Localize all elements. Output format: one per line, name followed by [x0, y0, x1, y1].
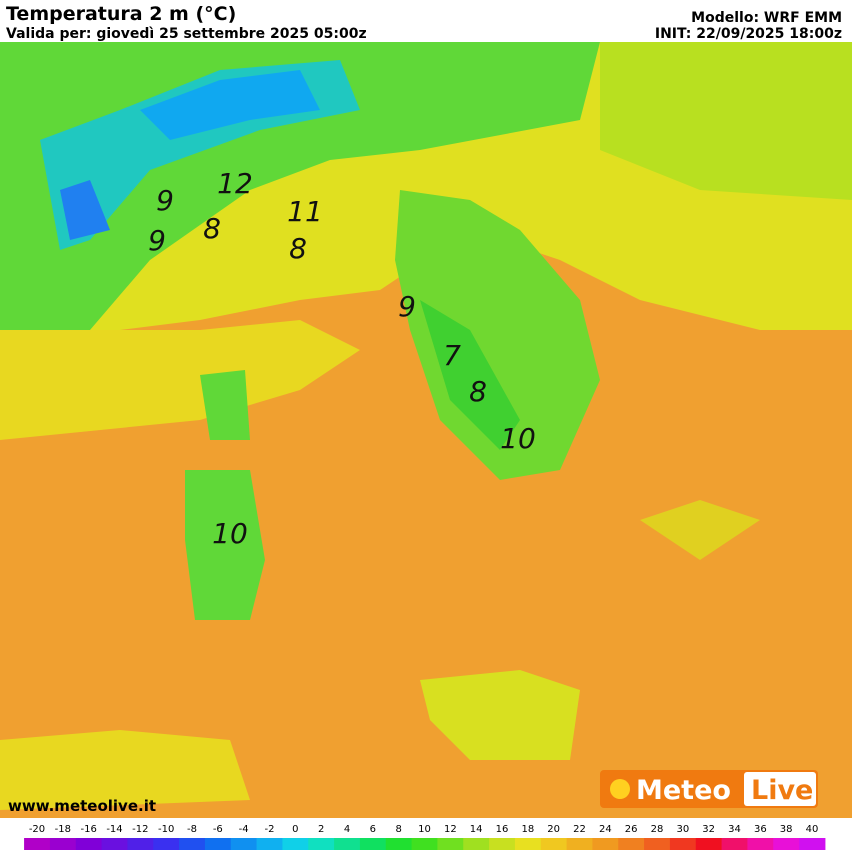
colorbar-swatch — [359, 838, 387, 850]
colorbar-tick-label: 32 — [702, 824, 715, 835]
colorbar-tick-label: 18 — [521, 824, 534, 835]
colorbar-swatch — [256, 838, 283, 850]
colorbar-tick-label: -18 — [55, 824, 71, 835]
colorbar-tick-label: -8 — [187, 824, 197, 835]
colorbar-swatch — [24, 838, 51, 850]
colorbar-swatch — [385, 838, 413, 850]
colorbar-tick-label: 20 — [547, 824, 560, 835]
colorbar-swatch — [49, 838, 77, 850]
colorbar-tick-label: -12 — [132, 824, 148, 835]
colorbar-swatch — [644, 838, 671, 850]
colorbar-tick-label: 24 — [599, 824, 612, 835]
colorbar: -20 -18 -16 -14 -12 -10 -8 -6 -4 -2 0 2 4 6 8 10 12 14 16 1… — [24, 824, 826, 850]
logo: Meteo Live — [600, 770, 818, 808]
colorbar-tick-label: -2 — [265, 824, 275, 835]
website: www.meteolive.it — [8, 797, 156, 815]
title: Temperatura 2 m (°C) — [6, 3, 236, 25]
colorbar-tick-label: 26 — [625, 824, 638, 835]
colorbar-swatch — [282, 838, 309, 850]
temperature-label: 10 — [500, 422, 536, 455]
colorbar-tick-label: 16 — [496, 824, 509, 835]
temperature-label: 12 — [217, 167, 253, 200]
colorbar-swatch — [334, 838, 361, 850]
temperature-label: 8 — [203, 212, 221, 245]
temperature-label: 8 — [289, 232, 307, 265]
colorbar-swatch — [463, 838, 490, 850]
colorbar-tick-label: -16 — [80, 824, 96, 835]
colorbar-swatch — [101, 838, 128, 850]
colorbar-tick-label: 40 — [806, 824, 819, 835]
colorbar-swatch — [411, 838, 438, 850]
colorbar-swatch — [540, 838, 568, 850]
subtitle: Valida per: giovedì 25 settembre 2025 05… — [6, 26, 367, 42]
colorbar-tick-label: 36 — [754, 824, 767, 835]
colorbar-swatch — [230, 838, 258, 850]
colorbar-tick-label: 28 — [651, 824, 664, 835]
colorbar-swatch — [592, 838, 619, 850]
temperature-label: 9 — [156, 184, 174, 217]
colorbar-swatch — [75, 838, 103, 850]
temperature-label: 7 — [443, 339, 461, 372]
temperature-label: 9 — [148, 224, 166, 257]
colorbar-tick-label: -6 — [213, 824, 223, 835]
colorbar-tick-label: 10 — [418, 824, 431, 835]
colorbar-tick-label: -14 — [106, 824, 122, 835]
colorbar-swatch — [179, 838, 206, 850]
model: Modello: WRF EMM — [691, 10, 842, 26]
colorbar-swatch — [127, 838, 154, 850]
colorbar-tick-label: 38 — [780, 824, 793, 835]
temperature-field — [0, 42, 852, 818]
colorbar-swatch — [799, 838, 826, 850]
colorbar-tick-label: 14 — [470, 824, 483, 835]
temperature-label: 9 — [398, 290, 416, 323]
colorbar-swatch — [153, 838, 180, 850]
colorbar-tick-label: 12 — [444, 824, 457, 835]
logo-left: Meteo — [636, 775, 731, 806]
colorbar-swatch — [514, 838, 542, 850]
temperature-label: 8 — [469, 375, 487, 408]
colorbar-swatch — [308, 838, 335, 850]
colorbar-swatch — [669, 838, 697, 850]
colorbar-tick-label: 30 — [676, 824, 689, 835]
temperature-label: 10 — [212, 517, 248, 550]
colorbar-tick-label: -4 — [239, 824, 249, 835]
colorbar-tick-label: 22 — [573, 824, 586, 835]
colorbar-swatch — [695, 838, 723, 850]
colorbar-tick-label: 0 — [292, 824, 298, 835]
colorbar-swatch — [618, 838, 645, 850]
colorbar-swatch — [566, 838, 593, 850]
colorbar-swatch — [747, 838, 774, 850]
init: INIT: 22/09/2025 18:00z — [655, 26, 842, 42]
colorbar-tick-label: 34 — [728, 824, 741, 835]
colorbar-tick-label: 4 — [344, 824, 350, 835]
colorbar-swatch — [721, 838, 748, 850]
colorbar-tick-label: 2 — [318, 824, 324, 835]
temperature-label: 11 — [287, 195, 323, 228]
colorbar-tick-label: 8 — [395, 824, 401, 835]
colorbar-swatch — [489, 838, 516, 850]
colorbar-swatch — [437, 838, 464, 850]
colorbar-tick-label: -10 — [158, 824, 174, 835]
colorbar-tick-label: -20 — [29, 824, 45, 835]
colorbar-tick-label: 6 — [370, 824, 376, 835]
colorbar-swatch — [204, 838, 232, 850]
logo-right: Live — [751, 775, 813, 806]
colorbar-swatch — [773, 838, 800, 850]
